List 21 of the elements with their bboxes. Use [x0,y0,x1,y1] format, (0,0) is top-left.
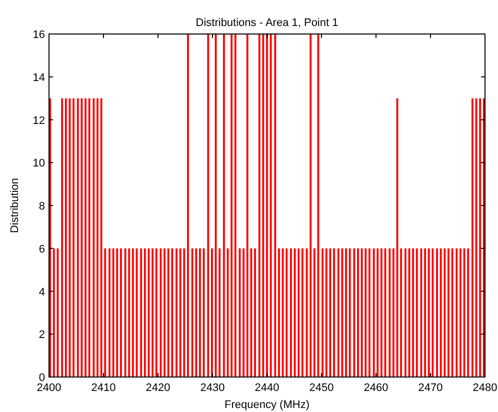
y-tick-label: 14 [32,72,45,84]
chart-title: Distributions - Area 1, Point 1 [196,17,338,29]
y-tick-label: 12 [32,114,45,127]
y-tick-label: 2 [38,329,45,342]
x-tick-label: 2410 [91,382,116,394]
y-tick-label: 4 [38,286,45,298]
x-tick-label: 2430 [200,382,225,394]
y-tick-label: 0 [38,372,45,384]
y-tick-label: 16 [32,29,45,41]
y-tick-label: 6 [38,243,45,256]
x-tick-label: 2480 [472,382,498,394]
x-tick-label: 2450 [309,382,334,394]
y-tick-label: 10 [32,158,45,170]
x-tick-label: 2400 [36,382,62,394]
x-tick-label: 2460 [364,382,388,394]
x-tick-label: 2420 [146,382,170,394]
x-axis-title: Frequency (MHz) [224,399,310,411]
y-axis-title: Distribution [9,178,21,234]
x-tick-label: 2470 [418,382,443,394]
x-tick-label: 2440 [254,382,280,394]
y-tick-label: 8 [38,200,45,212]
